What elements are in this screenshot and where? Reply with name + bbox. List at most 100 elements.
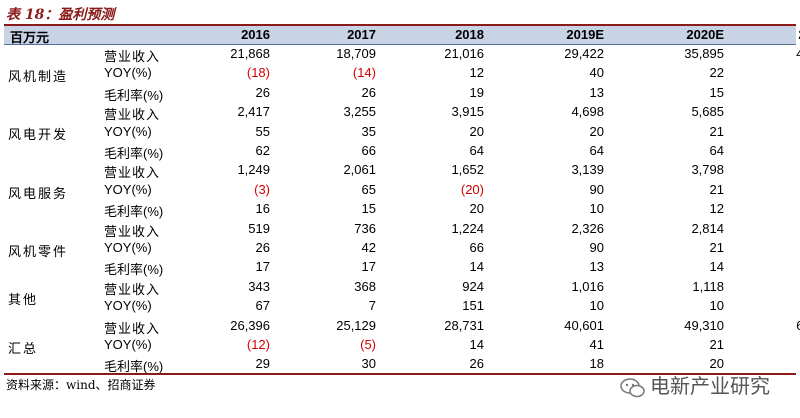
segment-label: 风电服务 xyxy=(8,186,69,202)
table-cell: 15 xyxy=(361,201,376,217)
table-row: 毛利率(%)161520101215 xyxy=(4,200,796,219)
table-cell: 1,224 xyxy=(451,220,484,236)
table-cell: 18,709 xyxy=(336,46,376,61)
table-cell: 6,878 xyxy=(736,104,800,119)
table-cell: 35 xyxy=(361,123,376,139)
metric-label: YOY(%) xyxy=(104,337,152,352)
table-cell: 21 xyxy=(709,181,724,197)
table-cell: (14) xyxy=(352,65,376,81)
table-title-bar: 表 18：盈利预测 xyxy=(4,4,796,26)
table-cell: 64 xyxy=(589,143,604,158)
table-cell: 2,326 xyxy=(571,220,604,236)
table-cell: 29,422 xyxy=(564,46,604,61)
table-cell: 3,915 xyxy=(451,104,484,120)
metric-label: 毛利率(%) xyxy=(104,204,164,220)
table-cell: 67 xyxy=(255,298,270,314)
table-cell: 49,310 xyxy=(684,317,724,333)
table-cell: 26 xyxy=(469,356,484,372)
table-cell: 90 xyxy=(589,181,604,197)
table-cell: 62 xyxy=(255,143,270,158)
table-cell: 13 xyxy=(589,259,604,275)
metric-label: 营业收入 xyxy=(104,282,161,298)
segment-label: 风机制造 xyxy=(8,70,69,86)
table-cell: 64 xyxy=(469,143,484,158)
table-cell: 1,249 xyxy=(237,162,270,178)
table-cell: 4,596 xyxy=(736,162,800,177)
table-cell: 41 xyxy=(589,337,604,352)
table-cell: 20 xyxy=(589,123,604,139)
table-title: 表 18：盈利预测 xyxy=(6,7,115,23)
table-cell: 17 xyxy=(361,259,376,275)
table-cell: 3,798 xyxy=(691,162,724,178)
metric-label: 毛利率(%) xyxy=(104,87,164,103)
table-row: YOY(%)264266902121 xyxy=(4,239,796,258)
table-cell: 2,417 xyxy=(237,104,270,120)
table-cell: 22 xyxy=(709,65,724,81)
metric-label: YOY(%) xyxy=(104,65,152,81)
table-cell: 10 xyxy=(709,298,724,314)
table-cell: 26,396 xyxy=(230,317,270,333)
year-header: 2017 xyxy=(347,27,376,42)
table-cell: 21 xyxy=(736,124,800,139)
table-cell: 18 xyxy=(589,356,604,372)
table-cell: 1,652 xyxy=(451,162,484,178)
table-cell: 20 xyxy=(469,201,484,217)
table-cell: 343 xyxy=(248,278,270,294)
table-cell: 3,405 xyxy=(736,221,800,236)
table-cell: 16 xyxy=(255,201,270,217)
table-cell: 29 xyxy=(255,356,270,372)
table-cell: 14 xyxy=(469,259,484,275)
table-row: YOY(%)(12)(5)14412122 xyxy=(4,336,796,355)
table-cell: 17 xyxy=(255,259,270,275)
table-cell: 2,061 xyxy=(343,162,376,178)
table-cell: 368 xyxy=(354,278,376,294)
metric-label: YOY(%) xyxy=(104,298,152,314)
table-cell: (18) xyxy=(246,65,270,81)
table-cell: 28,731 xyxy=(444,317,484,333)
table-row: 毛利率(%)626664646464 xyxy=(4,142,796,161)
table-cell: 21 xyxy=(736,182,800,197)
table-row: YOY(%)(18)(14)12402223 xyxy=(4,64,796,83)
table-cell: 14 xyxy=(469,337,484,352)
metric-label: 营业收入 xyxy=(104,224,161,240)
table-cell: 924 xyxy=(462,278,484,294)
table-row: 营业收入 26,396 25,129 28,731 40,601 49,310 60,260 xyxy=(4,317,800,337)
metric-label: YOY(%) xyxy=(104,240,152,255)
table-row: 毛利率(%)293026182020 xyxy=(4,355,796,374)
table-cell: 1,118 xyxy=(692,278,724,294)
table-cell: 44,151 xyxy=(796,46,800,61)
table-cell: 55 xyxy=(255,123,270,139)
metric-label: 毛利率(%) xyxy=(104,359,164,375)
table-cell: 60,260 xyxy=(796,317,800,333)
table-cell: 10 xyxy=(589,201,604,217)
table-cell: 1,016 xyxy=(571,278,604,294)
watermark-text: 电新产业研究 xyxy=(650,374,770,398)
table-cell: (20) xyxy=(460,181,484,197)
table-cell: 64 xyxy=(709,143,724,158)
table-cell: 20 xyxy=(469,123,484,139)
segment-label: 风电开发 xyxy=(8,128,69,144)
table-cell: 64 xyxy=(736,143,800,158)
table-cell: (5) xyxy=(360,337,376,352)
table-cell: 90 xyxy=(589,240,604,255)
table-cell: 21,016 xyxy=(444,46,484,61)
table-cell: 15 xyxy=(736,85,800,100)
metric-label: YOY(%) xyxy=(104,181,152,197)
table-cell: 26 xyxy=(255,84,270,100)
table-cell: 1,230 xyxy=(736,279,800,294)
table-cell: 42 xyxy=(361,240,376,255)
metric-label: 毛利率(%) xyxy=(104,262,164,278)
table-cell: 2,814 xyxy=(691,220,724,236)
table-cell: 21 xyxy=(709,123,724,139)
table-cell: 26 xyxy=(255,240,270,255)
source-note: 资料来源：wind、招商证券 xyxy=(6,378,156,392)
table-cell: 151 xyxy=(462,298,484,314)
metric-label: 营业收入 xyxy=(104,108,161,124)
table-cell: 21 xyxy=(736,240,800,255)
table-cell: 736 xyxy=(354,220,376,236)
table-cell: 5,685 xyxy=(691,104,724,120)
